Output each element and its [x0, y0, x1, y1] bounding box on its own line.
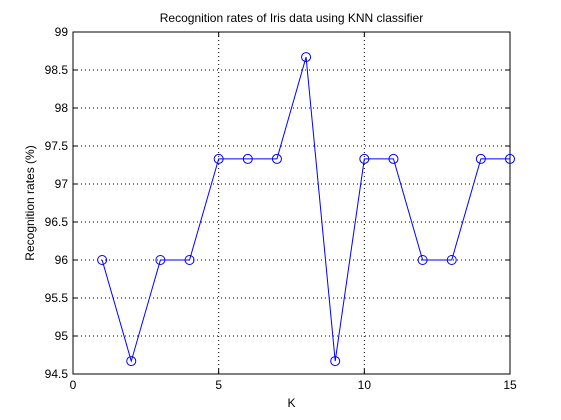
y-tick-label: 96 — [55, 253, 69, 267]
x-tick-label: 5 — [215, 378, 222, 392]
y-axis-label: Recognition rates (%) — [23, 145, 37, 260]
x-axis-label: K — [287, 396, 295, 410]
y-tick-label: 95.5 — [45, 291, 69, 305]
y-tick-label: 99 — [55, 25, 69, 39]
x-tick-label: 0 — [70, 378, 77, 392]
y-tick-label: 97 — [55, 177, 69, 191]
chart-title: Recognition rates of Iris data using KNN… — [160, 11, 423, 25]
y-tick-label: 96.5 — [45, 215, 69, 229]
y-tick-label: 97.5 — [45, 139, 69, 153]
y-tick-label: 98.5 — [45, 63, 69, 77]
y-tick-label: 98 — [55, 101, 69, 115]
y-tick-label: 94.5 — [45, 367, 69, 381]
plot-area — [73, 32, 510, 374]
x-tick-label: 15 — [503, 378, 517, 392]
x-tick-label: 10 — [358, 378, 372, 392]
y-tick-label: 95 — [55, 329, 69, 343]
